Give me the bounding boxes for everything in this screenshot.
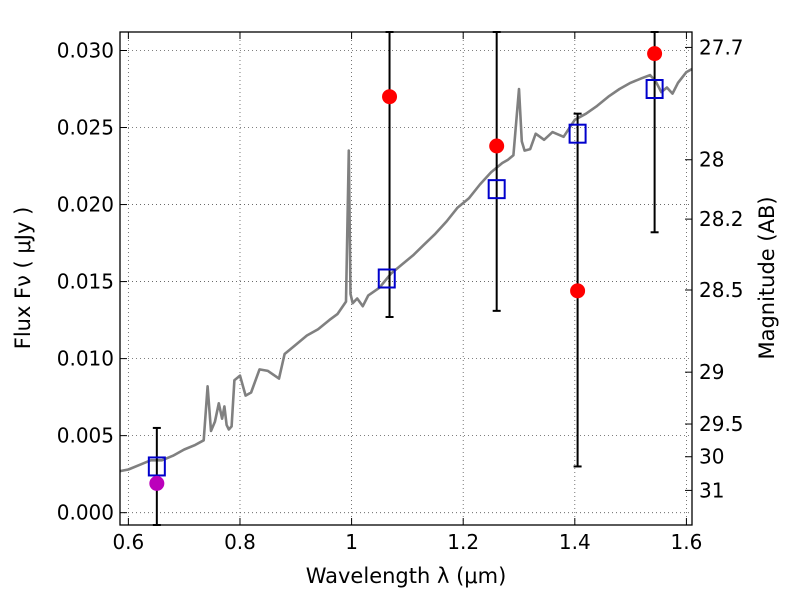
grid-lines bbox=[120, 32, 692, 525]
y-tick-label: 0.010 bbox=[57, 347, 114, 371]
observed-point bbox=[647, 46, 663, 62]
axis-ticks: 0.6 0.8 1 1.2 1.4 1.6 0.000 0.005 0.010 0.015 0.02… bbox=[57, 32, 744, 554]
plot-background bbox=[120, 32, 692, 525]
x-tick-label: 0.6 bbox=[112, 530, 144, 554]
y-tick-label: 0.030 bbox=[57, 38, 114, 62]
y-tick-label: 0.000 bbox=[57, 501, 114, 525]
model-square bbox=[147, 456, 166, 477]
y-tick-label: 0.015 bbox=[57, 270, 114, 294]
observed-point bbox=[489, 138, 505, 154]
y2-tick-label: 29.5 bbox=[699, 412, 744, 436]
x-tick-label: 1 bbox=[345, 530, 358, 554]
y-tick-label: 0.020 bbox=[57, 193, 114, 217]
y2-tick-label: 27.7 bbox=[699, 35, 744, 59]
model-square bbox=[487, 179, 506, 200]
x-tick-label: 0.8 bbox=[224, 530, 256, 554]
y-tick-label: 0.025 bbox=[57, 116, 114, 140]
y2-tick-label: 31 bbox=[699, 478, 724, 502]
x-tick-label: 1.2 bbox=[447, 530, 479, 554]
model-square bbox=[568, 123, 587, 144]
y-tick-label: 0.005 bbox=[57, 424, 114, 448]
spectrum-line bbox=[119, 67, 693, 473]
observed-point bbox=[570, 283, 586, 299]
y2-tick-label: 28.2 bbox=[699, 207, 744, 231]
plot-frame bbox=[119, 31, 693, 526]
dropout-point bbox=[149, 475, 165, 491]
model-square bbox=[377, 268, 396, 289]
y2-tick-label: 28.5 bbox=[699, 278, 744, 302]
data-points bbox=[147, 46, 664, 491]
model-square bbox=[645, 79, 664, 100]
x-tick-label: 1.4 bbox=[559, 530, 591, 554]
y2-tick-label: 29 bbox=[699, 360, 724, 384]
y-axis-label: Flux Fν ( μJy ) bbox=[11, 207, 35, 350]
spectrum-layer bbox=[119, 67, 693, 473]
y2-tick-label: 28 bbox=[699, 148, 724, 172]
observed-point bbox=[382, 89, 398, 105]
y2-axis-label: Magnitude (AB) bbox=[755, 196, 779, 359]
y2-tick-label: 30 bbox=[699, 445, 724, 469]
x-axis-label: Wavelength λ (μm) bbox=[306, 564, 507, 588]
x-tick-label: 1.6 bbox=[671, 530, 703, 554]
